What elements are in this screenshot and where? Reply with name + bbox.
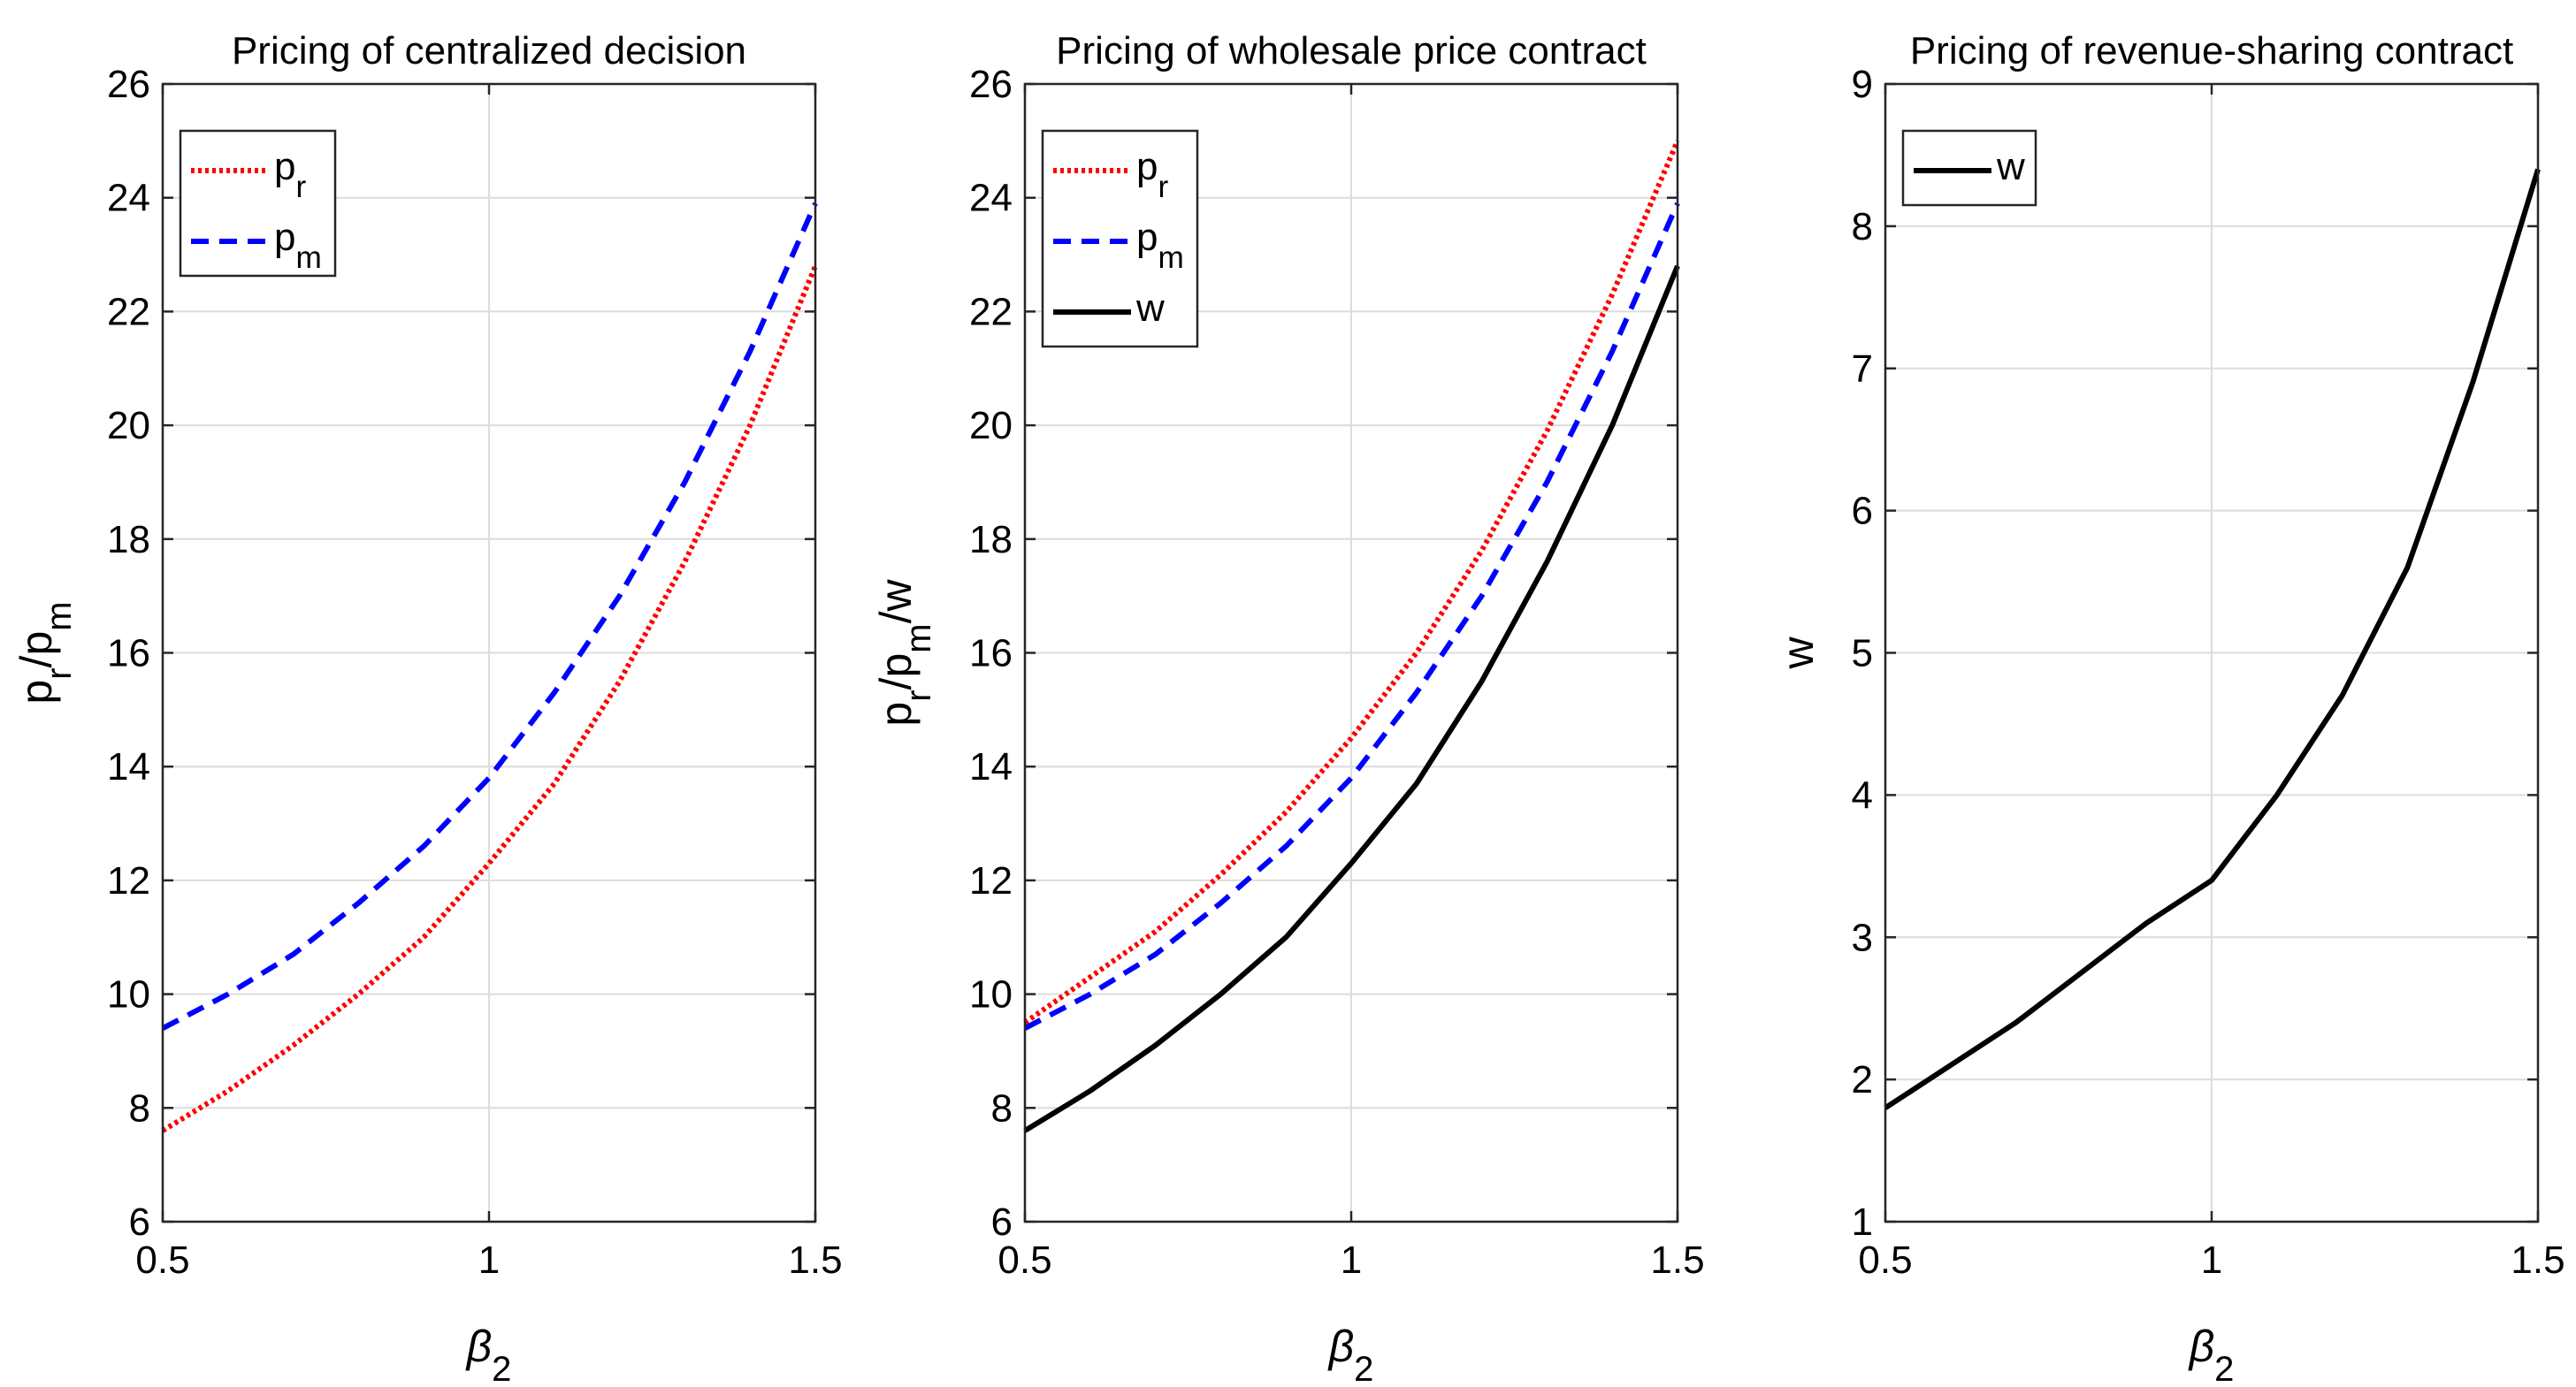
x-tick-label: 1.5 xyxy=(788,1238,842,1282)
y-tick-label: 8 xyxy=(1852,205,1873,248)
y-tick-label: 10 xyxy=(107,973,150,1017)
y-tick-label: 12 xyxy=(107,859,150,903)
x-axis-label-symbol: β xyxy=(1327,1322,1355,1371)
series-line-2 xyxy=(161,202,818,1031)
chart-title: Pricing of wholesale price contract xyxy=(1056,29,1647,72)
y-tick-label: 8 xyxy=(991,1086,1013,1130)
legend-label-subscript: r xyxy=(295,170,306,204)
y-tick-label: 22 xyxy=(107,290,150,333)
legend-label-3: w xyxy=(1135,286,1165,330)
x-tick-label: 1.5 xyxy=(2511,1238,2565,1282)
series-line-1 xyxy=(1023,140,1680,1025)
legend-label-main: w xyxy=(1135,286,1165,330)
legend-label-main: p xyxy=(1136,216,1158,259)
y-tick-label: 7 xyxy=(1852,347,1873,391)
y-tick-label: 1 xyxy=(1852,1200,1873,1244)
x-axis-label-subscript: 2 xyxy=(492,1350,511,1387)
y-tick-label: 14 xyxy=(107,745,150,789)
x-tick-label: 1 xyxy=(2201,1238,2222,1282)
panel-1: 6 8 10 12 14 16 18 20 22 24 26 0.5 1 1.5 Pricing of ce… xyxy=(11,29,843,1387)
y-tick-label: 4 xyxy=(1852,774,1873,817)
legend-label-main: p xyxy=(1136,145,1158,188)
y-tick-label: 16 xyxy=(969,632,1013,675)
legend-label-1: pr xyxy=(274,145,306,204)
chart-title: Pricing of centralized decision xyxy=(232,29,746,72)
y-axis-label-part-2: r xyxy=(899,690,938,701)
y-tick-label: 18 xyxy=(969,518,1013,561)
legend-label-subscript: r xyxy=(1158,170,1168,204)
y-axis-label-part-1: p xyxy=(871,702,921,727)
axes-frame xyxy=(1023,82,1679,1223)
y-tick-label: 24 xyxy=(107,177,150,220)
y-tick-label: 26 xyxy=(969,63,1013,106)
y-axis-label-part-1: w xyxy=(1773,636,1823,670)
series-line-1 xyxy=(1884,168,2541,1110)
y-tick-label: 14 xyxy=(969,745,1013,789)
y-axis-label: w xyxy=(1773,636,1823,670)
y-tick-label: 6 xyxy=(1852,490,1873,533)
y-tick-label: 26 xyxy=(107,63,150,106)
y-tick-label: 3 xyxy=(1852,916,1873,959)
y-tick-label: 10 xyxy=(969,973,1013,1017)
y-tick-label: 24 xyxy=(969,177,1013,220)
legend-label-subscript: m xyxy=(295,240,321,275)
x-tick-label: 0.5 xyxy=(998,1238,1051,1282)
legend-label-1: w xyxy=(1996,145,2025,188)
y-axis-label-part-4: m xyxy=(899,623,938,652)
x-axis-label-symbol: β xyxy=(465,1322,493,1371)
x-axis-label-symbol: β xyxy=(2188,1322,2215,1371)
y-axis-label-part-1: p xyxy=(11,680,61,705)
x-axis-label: β2 xyxy=(2188,1322,2235,1387)
x-tick-label: 0.5 xyxy=(135,1238,189,1282)
y-tick-label: 6 xyxy=(991,1200,1013,1244)
x-tick-label: 1 xyxy=(1341,1238,1362,1282)
legend-label-main: p xyxy=(274,145,295,188)
y-tick-label: 18 xyxy=(107,518,150,561)
x-axis-label-subscript: 2 xyxy=(1354,1350,1373,1387)
y-axis-label-part-2: r xyxy=(40,667,79,679)
y-tick-label: 20 xyxy=(969,404,1013,447)
y-tick-label: 16 xyxy=(107,632,150,675)
series-line-2 xyxy=(1023,202,1680,1031)
y-tick-label: 22 xyxy=(969,290,1013,333)
y-tick-label: 12 xyxy=(969,859,1013,903)
x-tick-label: 1.5 xyxy=(1650,1238,1704,1282)
x-axis-label: β2 xyxy=(1327,1322,1374,1387)
x-tick-label: 1 xyxy=(478,1238,500,1282)
y-tick-label: 5 xyxy=(1852,632,1873,675)
legend-label-2: pm xyxy=(274,216,322,275)
x-tick-label: 0.5 xyxy=(1858,1238,1912,1282)
chart-title: Pricing of revenue-sharing contract xyxy=(1910,29,2513,72)
y-axis-label-part-5: /w xyxy=(871,579,921,624)
y-axis-label-part-3: /p xyxy=(11,631,61,668)
y-axis-label-part-3: /p xyxy=(871,653,921,690)
legend-label-main: w xyxy=(1996,145,2025,188)
legend-label-1: pr xyxy=(1136,145,1168,204)
legend-label-subscript: m xyxy=(1158,240,1183,275)
x-axis-label: β2 xyxy=(465,1322,512,1387)
y-tick-label: 6 xyxy=(129,1200,150,1244)
y-axis-label: pr/pm xyxy=(11,601,79,704)
x-axis-label-subscript: 2 xyxy=(2214,1350,2234,1387)
panel-2: 6 8 10 12 14 16 18 20 22 24 26 0.5 1 1.5 Pricing of wh… xyxy=(871,29,1705,1387)
y-axis-label-part-4: m xyxy=(40,601,79,630)
series-line-1 xyxy=(161,264,818,1133)
series-line-3 xyxy=(1023,264,1680,1133)
y-axis-label: pr/pm/w xyxy=(871,579,938,727)
y-tick-label: 2 xyxy=(1852,1058,1873,1101)
legend-box xyxy=(179,129,337,278)
y-tick-label: 9 xyxy=(1852,63,1873,106)
axes-frame xyxy=(1884,82,2540,1223)
axes-frame xyxy=(161,82,817,1223)
y-tick-label: 8 xyxy=(129,1086,150,1130)
legend-label-2: pm xyxy=(1136,216,1184,275)
y-tick-label: 20 xyxy=(107,404,150,447)
legend-label-main: p xyxy=(274,216,295,259)
